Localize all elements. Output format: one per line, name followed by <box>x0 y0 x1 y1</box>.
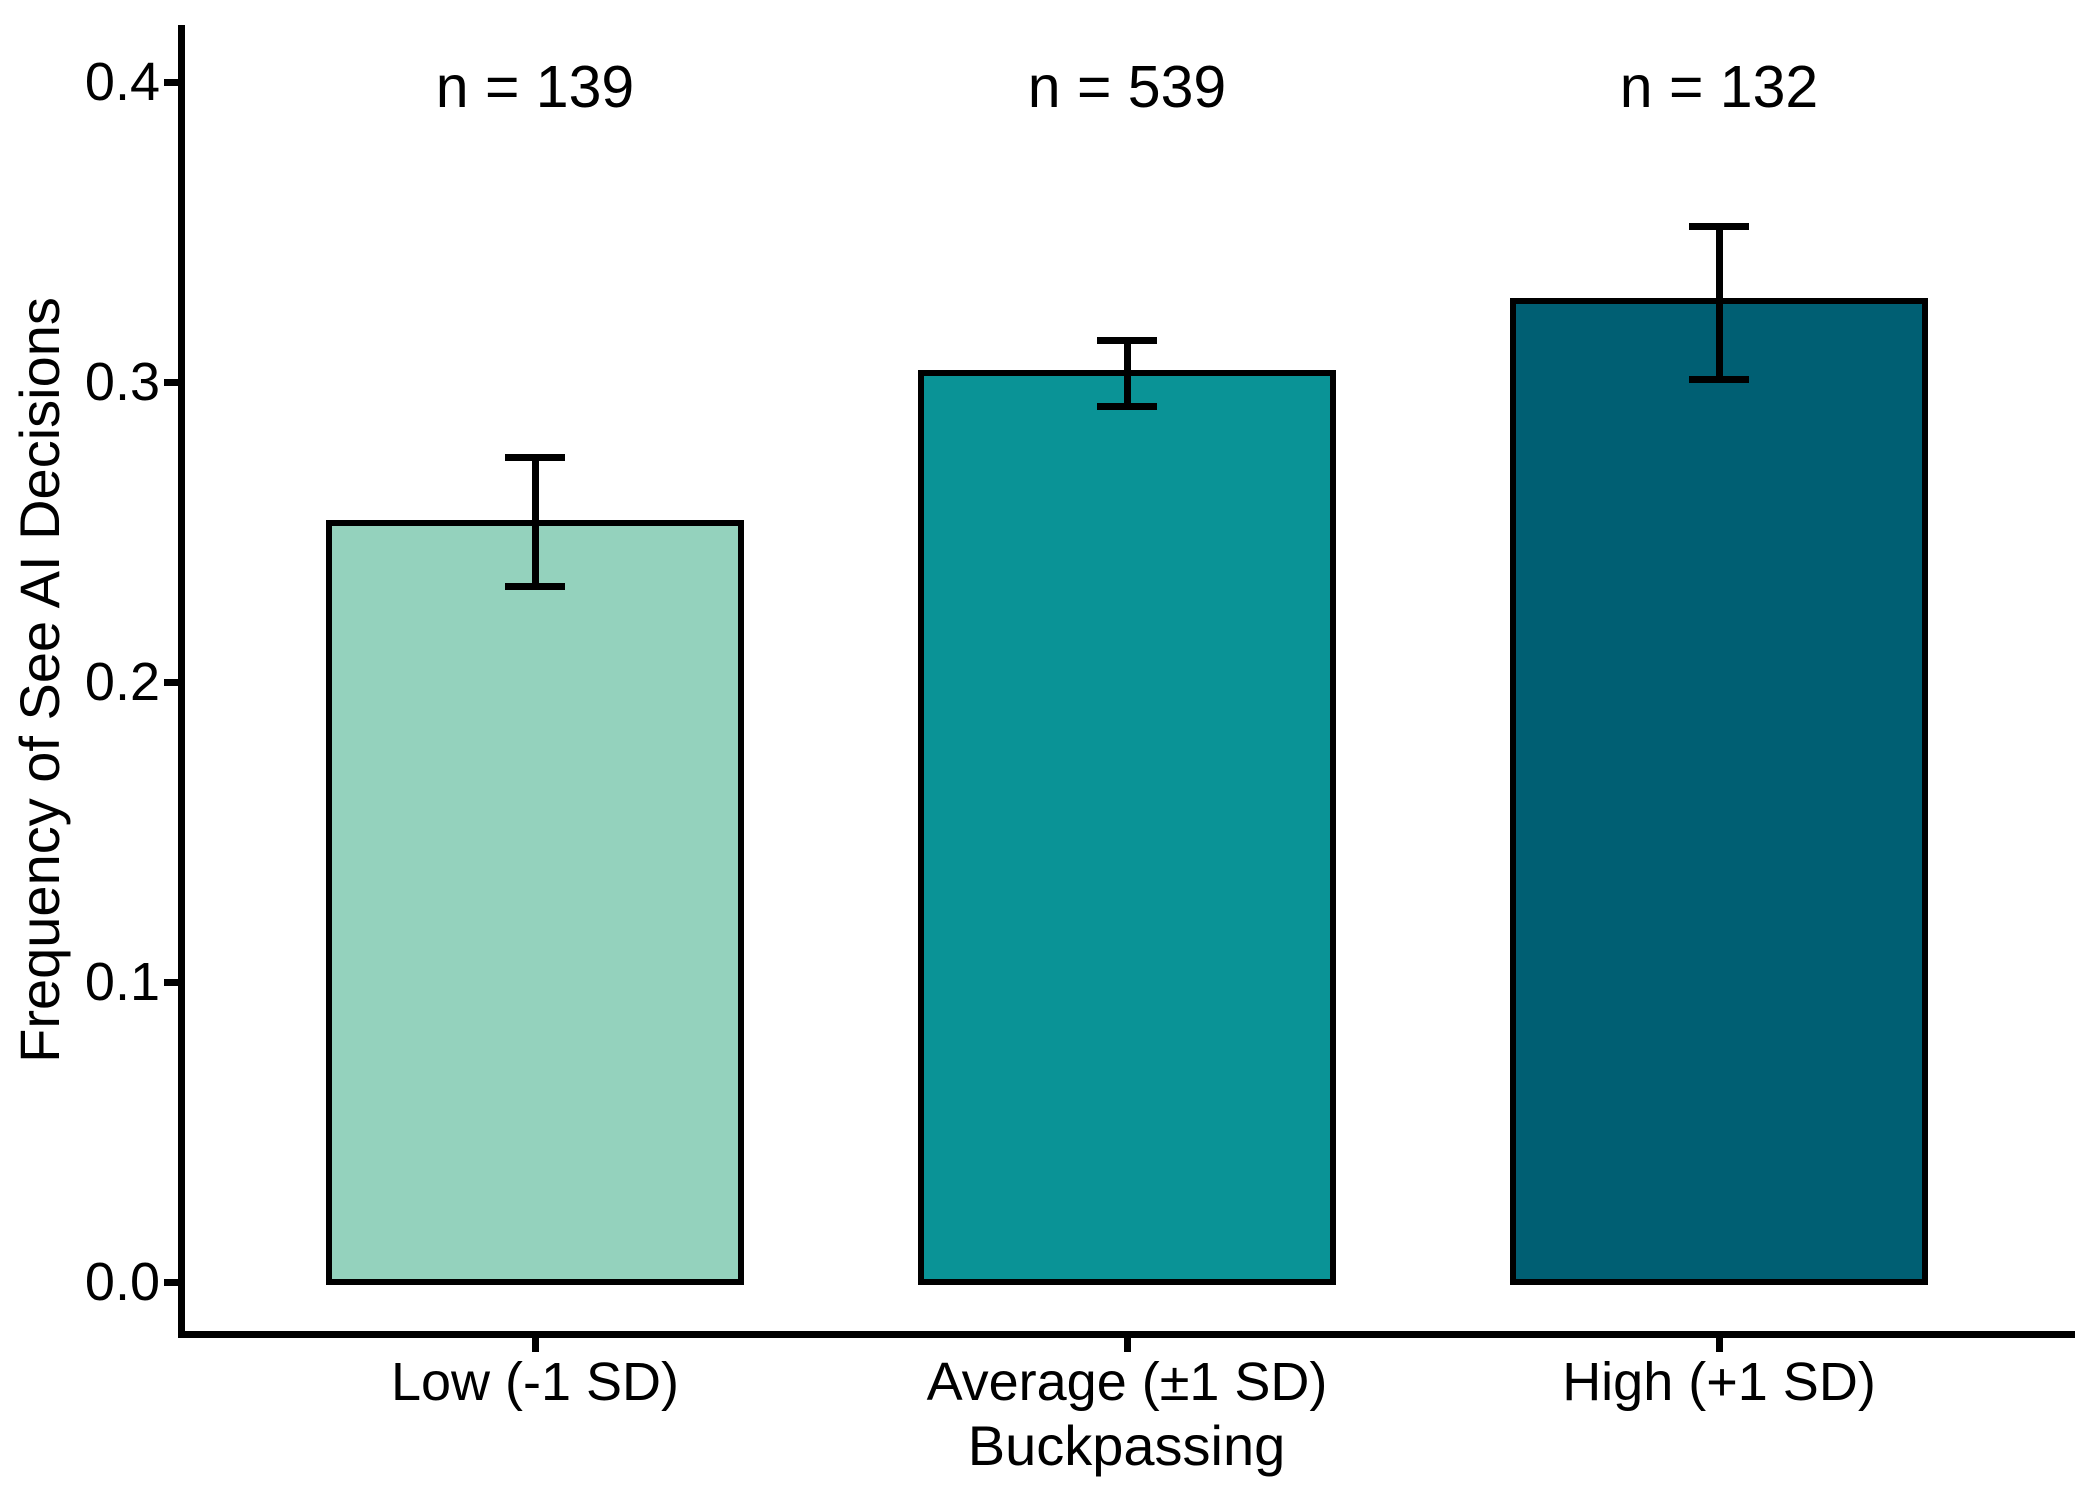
x-axis-title: Buckpassing <box>967 1414 1286 1477</box>
y-tick-label: 0.1 <box>84 952 160 1012</box>
x-tick-mark <box>1123 1338 1131 1352</box>
error-bar-cap-bottom <box>1097 402 1157 410</box>
sample-size-label: n = 132 <box>1619 54 1819 120</box>
y-tick-mark <box>164 678 178 686</box>
y-tick-label: 0.0 <box>84 1252 160 1312</box>
x-tick-label: Average (±1 SD) <box>926 1352 1328 1412</box>
error-bar-line <box>1715 226 1723 379</box>
error-bar-cap-top <box>505 453 565 461</box>
error-bar-cap-top <box>1689 222 1749 230</box>
y-tick-mark <box>164 1278 178 1286</box>
error-bar-cap-bottom <box>1689 375 1749 383</box>
y-axis-line <box>178 25 185 1338</box>
sample-size-label: n = 139 <box>435 54 635 120</box>
x-tick-label: Low (-1 SD) <box>390 1352 680 1412</box>
sample-size-label: n = 539 <box>1027 54 1227 120</box>
bar <box>326 520 744 1285</box>
error-bar-line <box>531 457 539 586</box>
error-bar-cap-top <box>1097 336 1157 344</box>
error-bar-cap-bottom <box>505 582 565 590</box>
x-tick-mark <box>531 1338 539 1352</box>
y-tick-label: 0.4 <box>84 52 160 112</box>
bar <box>1510 298 1928 1285</box>
y-tick-label: 0.2 <box>84 652 160 712</box>
bar <box>918 370 1336 1285</box>
y-tick-mark <box>164 978 178 986</box>
y-tick-mark <box>164 78 178 86</box>
x-tick-mark <box>1715 1338 1723 1352</box>
error-bar-line <box>1123 340 1131 406</box>
y-tick-mark <box>164 378 178 386</box>
y-tick-label: 0.3 <box>84 352 160 412</box>
x-tick-label: High (+1 SD) <box>1562 1352 1876 1412</box>
x-axis-line <box>178 1331 2075 1338</box>
